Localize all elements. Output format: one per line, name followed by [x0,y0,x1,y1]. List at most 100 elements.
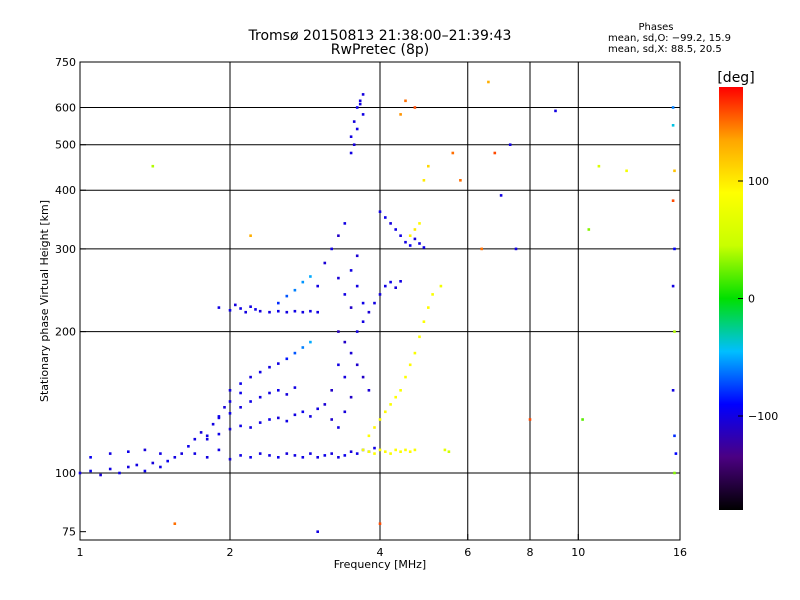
data-point [343,340,347,344]
y-tick-label: 400 [55,184,76,197]
data-point [193,452,197,455]
data-point [143,469,147,473]
data-point [217,448,221,452]
data-point [394,286,397,289]
data-point [384,284,387,288]
data-point [228,400,232,403]
data-point [343,375,347,379]
phases-title: Phases [638,22,673,33]
data-point [293,351,297,355]
data-point [249,234,252,237]
data-point [309,309,312,313]
phases-line-x: mean, sd,X: 88.5, 20.5 [608,44,722,55]
data-point [337,456,340,459]
data-point [389,452,392,455]
data-point [349,395,353,399]
data-point [223,406,226,409]
data-point [389,222,392,225]
data-point [413,228,417,231]
data-point [293,413,297,417]
data-point [173,456,177,459]
data-point [301,456,305,459]
data-point [118,471,121,475]
x-tick-label: 2 [227,546,234,559]
data-point [268,391,271,395]
data-point [249,426,252,429]
data-point [361,113,365,116]
data-point [349,151,353,155]
data-point [418,222,421,225]
data-point [674,452,678,455]
data-point [367,434,371,438]
data-point [258,370,262,374]
data-point [480,247,483,251]
data-point [99,473,102,477]
y-tick-label: 750 [55,56,76,69]
data-point [330,247,333,251]
data-point [293,309,297,313]
colorbar-label: [deg] [717,70,754,86]
data-point [285,419,289,423]
data-point [343,222,347,225]
data-point [352,120,356,123]
data-point [493,151,497,155]
data-point [180,452,183,455]
data-point [422,246,426,249]
data-point [239,424,242,428]
data-point [378,418,382,421]
data-point [301,280,305,284]
data-point [355,106,359,109]
data-point [671,389,675,392]
data-point [367,310,371,314]
data-point [330,389,333,392]
phases-line-o: mean, sd,O: −99.2, 15.9 [608,33,731,44]
data-point [394,448,397,452]
data-point [355,363,359,367]
data-point [337,276,340,280]
chart-subtitle: RwPretec (8p) [331,42,429,58]
data-point [316,310,319,314]
data-point [217,416,221,420]
data-point [355,330,359,333]
data-point [277,416,280,420]
data-point [625,169,628,173]
data-point [205,456,209,459]
data-point [367,450,371,453]
data-point [514,247,518,251]
data-point [671,124,675,127]
data-point [673,247,676,251]
data-point [285,393,289,396]
data-point [367,389,371,392]
data-point [217,415,221,418]
chart-title: Tromsø 20150813 21:38:00–21:39:43 [248,28,512,44]
data-point [127,465,130,469]
data-point [268,454,271,457]
data-point [358,102,362,106]
data-point [316,284,319,288]
data-point [228,457,232,461]
x-tick-label: 8 [527,546,534,559]
data-point [352,143,356,146]
data-point [404,240,407,244]
x-tick-label: 6 [464,546,471,559]
data-point [239,406,242,409]
data-point [554,109,557,113]
data-point [239,382,242,385]
data-point [277,389,280,392]
y-tick-label: 200 [55,326,76,339]
data-point [373,446,376,450]
data-point [413,237,417,241]
data-point [249,400,252,403]
data-point [671,106,675,109]
data-point [249,305,252,308]
data-point [323,454,327,457]
data-point [258,421,262,424]
data-point [205,434,209,438]
data-point [277,456,280,459]
data-point [239,307,242,310]
data-point [378,210,382,213]
x-tick-label: 1 [77,546,84,559]
data-point [508,143,512,146]
grid-lines [80,62,680,540]
